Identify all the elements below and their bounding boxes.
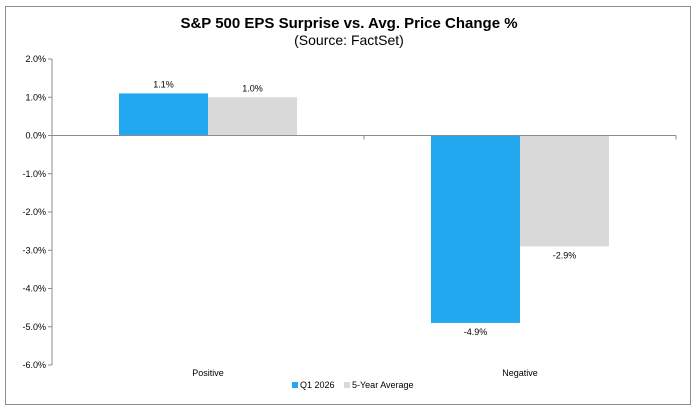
data-label: -4.9% bbox=[464, 327, 488, 337]
chart-subtitle: (Source: FactSet) bbox=[294, 32, 404, 48]
y-tick-label: -2.0% bbox=[22, 207, 46, 217]
legend-swatch bbox=[292, 382, 298, 388]
bar-5-year-average bbox=[520, 135, 609, 247]
y-tick-label: 0.0% bbox=[25, 131, 46, 141]
y-tick-label: -3.0% bbox=[22, 245, 46, 255]
data-label: 1.1% bbox=[153, 79, 174, 89]
y-tick-label: -1.0% bbox=[22, 169, 46, 179]
legend-swatch bbox=[344, 382, 350, 388]
legend-label: 5-Year Average bbox=[352, 380, 414, 390]
x-category-label: Negative bbox=[502, 368, 538, 378]
chart-frame: S&P 500 EPS Surprise vs. Avg. Price Chan… bbox=[5, 6, 691, 405]
data-label: -2.9% bbox=[553, 250, 577, 260]
bar-q1-2026 bbox=[431, 135, 520, 323]
chart-title-block: S&P 500 EPS Surprise vs. Avg. Price Chan… bbox=[6, 15, 692, 49]
y-tick-label: -5.0% bbox=[22, 322, 46, 332]
y-tick-label: -4.0% bbox=[22, 284, 46, 294]
y-tick-label: -6.0% bbox=[22, 360, 46, 370]
x-category-label: Positive bbox=[192, 368, 224, 378]
bar-5-year-average bbox=[208, 97, 297, 136]
data-label: 1.0% bbox=[242, 83, 263, 93]
chart-title: S&P 500 EPS Surprise vs. Avg. Price Chan… bbox=[180, 15, 518, 32]
legend-label: Q1 2026 bbox=[300, 380, 335, 390]
y-tick-label: 1.0% bbox=[25, 92, 46, 102]
y-tick-label: 2.0% bbox=[25, 54, 46, 64]
bar-q1-2026 bbox=[119, 93, 208, 136]
